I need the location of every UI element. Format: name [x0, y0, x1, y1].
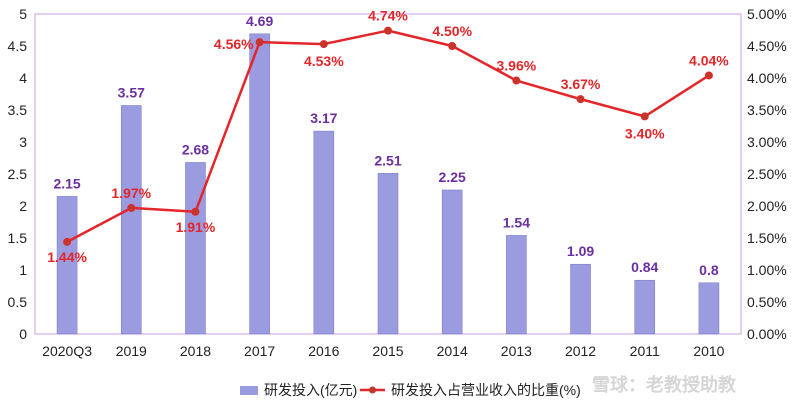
line-point [576, 95, 585, 104]
bar-value-label: 0.84 [631, 259, 658, 275]
bar [570, 263, 591, 335]
line-value-label: 3.96% [497, 58, 537, 74]
y-left-tick-label: 1.5 [8, 230, 28, 246]
x-tick-label: 2020Q3 [42, 343, 92, 359]
y-left-tick-label: 0 [19, 326, 27, 342]
bar [377, 173, 399, 335]
y-left-tick-label: 2.5 [8, 166, 28, 182]
legend-bar-label: 研发投入(亿元) [264, 382, 357, 398]
line-value-label: 1.44% [47, 249, 87, 265]
line-point [704, 71, 713, 80]
bar [313, 130, 335, 335]
y-left-tick-label: 2 [19, 198, 27, 214]
x-tick-label: 2013 [501, 343, 532, 359]
legend: 研发投入(亿元) 研发投入占营业收入的比重(%) [240, 382, 581, 398]
bar-value-label: 2.15 [53, 175, 80, 191]
x-tick-label: 2017 [244, 343, 275, 359]
bar [56, 196, 78, 335]
line-value-label: 4.04% [689, 52, 729, 68]
y-left-tick-label: 1 [19, 262, 27, 278]
y-right-tick-label: 5.00% [747, 6, 787, 22]
line-value-label: 4.53% [304, 53, 344, 69]
x-tick-label: 2010 [693, 343, 724, 359]
bar [698, 282, 720, 335]
bar-value-label: 2.68 [182, 141, 209, 157]
bar-data-labels: 2.153.572.684.693.172.512.251.541.090.84… [53, 13, 718, 278]
ratio-points [63, 26, 713, 246]
line-point [191, 207, 200, 216]
line-value-label: 4.50% [432, 23, 472, 39]
y-right-tick-label: 3.00% [747, 134, 787, 150]
x-tick-label: 2011 [630, 343, 660, 359]
bar [441, 189, 463, 335]
line-point [127, 203, 136, 212]
y-right-tick-label: 4.50% [747, 38, 787, 54]
bar-value-label: 1.54 [503, 214, 530, 230]
y-axis-right: 0.00% 0.50% 1.00% 1.50% 2.00% 2.50% 3.00% 3.50%… [747, 6, 787, 342]
bar [634, 279, 656, 335]
y-right-tick-label: 0.00% [747, 326, 787, 342]
y-left-tick-label: 4 [19, 70, 27, 86]
x-axis: 2020Q3 2019 2018 2017 2016 2015 2014 2013 2012 20… [42, 343, 725, 359]
line-point [255, 38, 264, 47]
y-right-tick-label: 2.50% [747, 166, 787, 182]
y-right-tick-label: 0.50% [747, 294, 787, 310]
legend-line-marker [369, 386, 376, 394]
line-point [512, 76, 521, 85]
ratio-data-labels: 1.44% 1.97% 1.91% 4.56% 4.53% 4.74% 4.50% 3.96%… [47, 8, 729, 265]
watermark: 雪球：老教授助教 [592, 374, 737, 395]
bar-value-label: 0.8 [699, 262, 719, 278]
bar-value-label: 3.57 [118, 85, 145, 101]
y-left-tick-label: 3 [19, 134, 27, 150]
bar [506, 235, 527, 335]
line-point [319, 40, 328, 49]
bar-value-label: 4.69 [246, 13, 273, 29]
bar-value-label: 2.51 [374, 152, 401, 168]
x-tick-label: 2014 [437, 343, 468, 359]
y-left-tick-label: 4.5 [8, 38, 28, 54]
bar [249, 33, 270, 335]
y-right-tick-label: 1.00% [747, 262, 787, 278]
bar [120, 105, 142, 335]
legend-bar-swatch [240, 386, 258, 395]
x-tick-label: 2018 [180, 343, 211, 359]
line-value-label: 3.67% [561, 76, 601, 92]
y-left-tick-label: 3.5 [8, 102, 28, 118]
x-tick-label: 2016 [308, 343, 339, 359]
line-value-label: 1.91% [176, 219, 216, 235]
y-axis-left: 0 0.5 1 1.5 2 2.5 3 3.5 4 4.5 5 [8, 6, 28, 342]
bar-value-label: 3.17 [310, 110, 337, 126]
y-left-tick-label: 0.5 [8, 294, 28, 310]
line-value-label: 4.74% [368, 8, 408, 24]
line-value-label: 4.56% [214, 36, 254, 52]
bar-value-label: 2.25 [439, 169, 466, 185]
bar [185, 162, 206, 335]
bar-series [56, 33, 720, 335]
line-value-label: 1.97% [111, 185, 151, 201]
legend-line-label: 研发投入占营业收入的比重(%) [391, 382, 581, 398]
x-tick-label: 2019 [116, 343, 147, 359]
y-right-tick-label: 4.00% [747, 70, 787, 86]
bar-value-label: 1.09 [567, 243, 594, 259]
y-right-tick-label: 1.50% [747, 230, 787, 246]
line-point [448, 42, 457, 50]
y-left-tick-label: 5 [19, 6, 27, 22]
y-right-tick-label: 3.50% [747, 102, 787, 118]
line-point [384, 26, 392, 35]
line-value-label: 3.40% [625, 125, 665, 141]
line-point [640, 112, 649, 121]
x-tick-label: 2015 [372, 343, 403, 359]
line-point [63, 237, 72, 246]
x-tick-label: 2012 [565, 343, 596, 359]
y-right-tick-label: 2.00% [747, 198, 787, 214]
